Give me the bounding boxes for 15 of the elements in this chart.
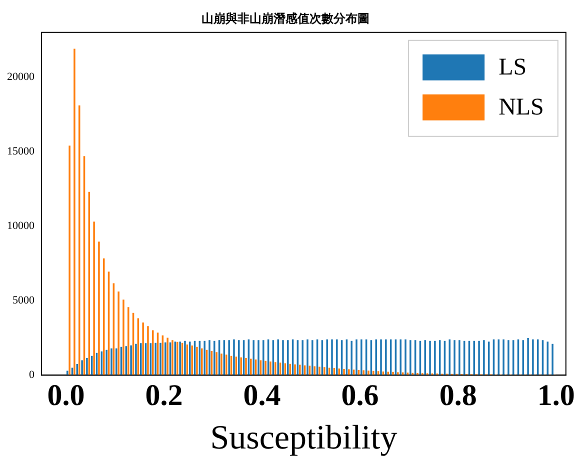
y-tick-label: 5000 [12,294,35,307]
x-tick-label: 1.0 [537,378,575,412]
legend-label: NLS [498,94,544,121]
x-tick-label: 0.2 [145,378,183,412]
x-tick-label: 0.0 [47,378,85,412]
chart-title: 山崩與非山崩潛感值次數分布圖 [202,11,370,26]
legend-label: LS [498,54,527,81]
y-tick-label: 10000 [7,220,35,232]
y-tick-label: 0 [29,369,35,382]
x-tick-label: 0.8 [439,378,477,412]
x-axis-title: Susceptibility [210,420,398,457]
x-tick-label: 0.6 [341,378,379,412]
x-tick-label: 0.4 [243,378,281,412]
y-tick-label: 15000 [7,146,35,158]
y-tick-label: 20000 [7,71,35,84]
